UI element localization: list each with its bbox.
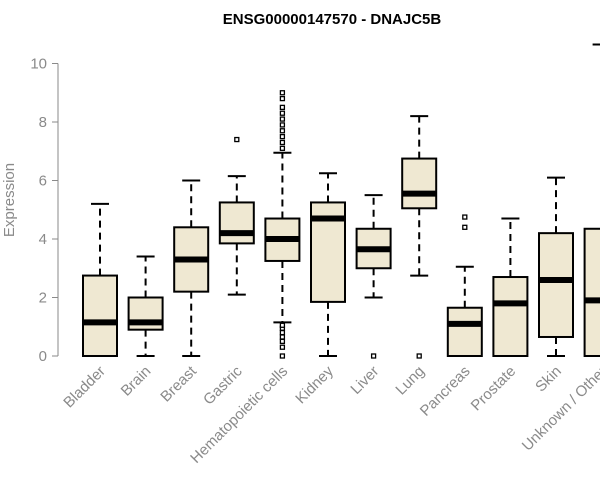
y-tick-label: 10 (30, 56, 47, 73)
iqr-box (492, 276, 529, 357)
chart-title: ENSG00000147570 - DNAJC5B (223, 11, 442, 28)
box-unknown-other (583, 43, 600, 357)
box-kidney (310, 172, 346, 357)
outlier-point (279, 128, 286, 134)
outlier-point (462, 224, 468, 230)
x-category-label: Skin (532, 363, 565, 396)
outlier-point (279, 145, 286, 151)
iqr-box (583, 227, 600, 357)
box-bladder (82, 202, 118, 357)
outlier-point (279, 116, 286, 122)
box-prostate (492, 217, 529, 357)
y-tick-label: 6 (39, 173, 47, 190)
box-breast (173, 179, 210, 357)
outlier-point (279, 139, 286, 146)
x-category-label: Lung (392, 363, 428, 399)
x-category-label: Kidney (292, 362, 337, 407)
x-category-label: Liver (347, 363, 382, 398)
x-category-label: Prostate (468, 363, 520, 415)
outlier-point (279, 133, 286, 140)
box-pancreas (446, 214, 483, 357)
iqr-box (82, 274, 118, 357)
outlier-point (279, 110, 286, 116)
box-brain (127, 255, 164, 357)
x-category-label: Bladder (60, 363, 109, 412)
x-category-label: Pancreas (417, 363, 474, 420)
y-axis: 0 2 4 6 8 10 (30, 56, 59, 365)
outlier-point (279, 95, 286, 102)
x-category-label: Breast (157, 362, 200, 405)
x-category-label: Brain (118, 363, 155, 400)
outlier-point (279, 334, 286, 340)
box-gastric (218, 136, 255, 296)
outlier-point (279, 344, 286, 350)
outlier-point (234, 136, 240, 143)
outlier-point (279, 104, 286, 111)
y-axis-label: Expression (1, 163, 18, 237)
outlier-point (279, 90, 286, 96)
x-category-label: Gastric (200, 362, 246, 408)
box-liver (355, 194, 392, 359)
outlier-point (279, 322, 286, 328)
box-skin (538, 176, 574, 357)
outlier-point (416, 353, 422, 359)
outlier-point (370, 353, 377, 359)
iqr-box (401, 157, 438, 210)
y-tick-label: 2 (39, 290, 47, 307)
outlier-point (279, 122, 286, 128)
y-tick-label: 4 (39, 231, 47, 248)
outlier-point (462, 214, 468, 220)
iqr-box (446, 306, 483, 357)
iqr-box (218, 201, 255, 245)
y-tick-label: 8 (39, 114, 47, 131)
outlier-point (279, 353, 286, 359)
y-tick-label: 0 (39, 348, 47, 365)
box-hematopoietic-cells (264, 90, 301, 359)
box-lung (401, 115, 438, 359)
boxes (82, 43, 600, 359)
outlier-point (279, 329, 286, 336)
iqr-box (538, 232, 574, 338)
outlier-point (279, 338, 286, 345)
